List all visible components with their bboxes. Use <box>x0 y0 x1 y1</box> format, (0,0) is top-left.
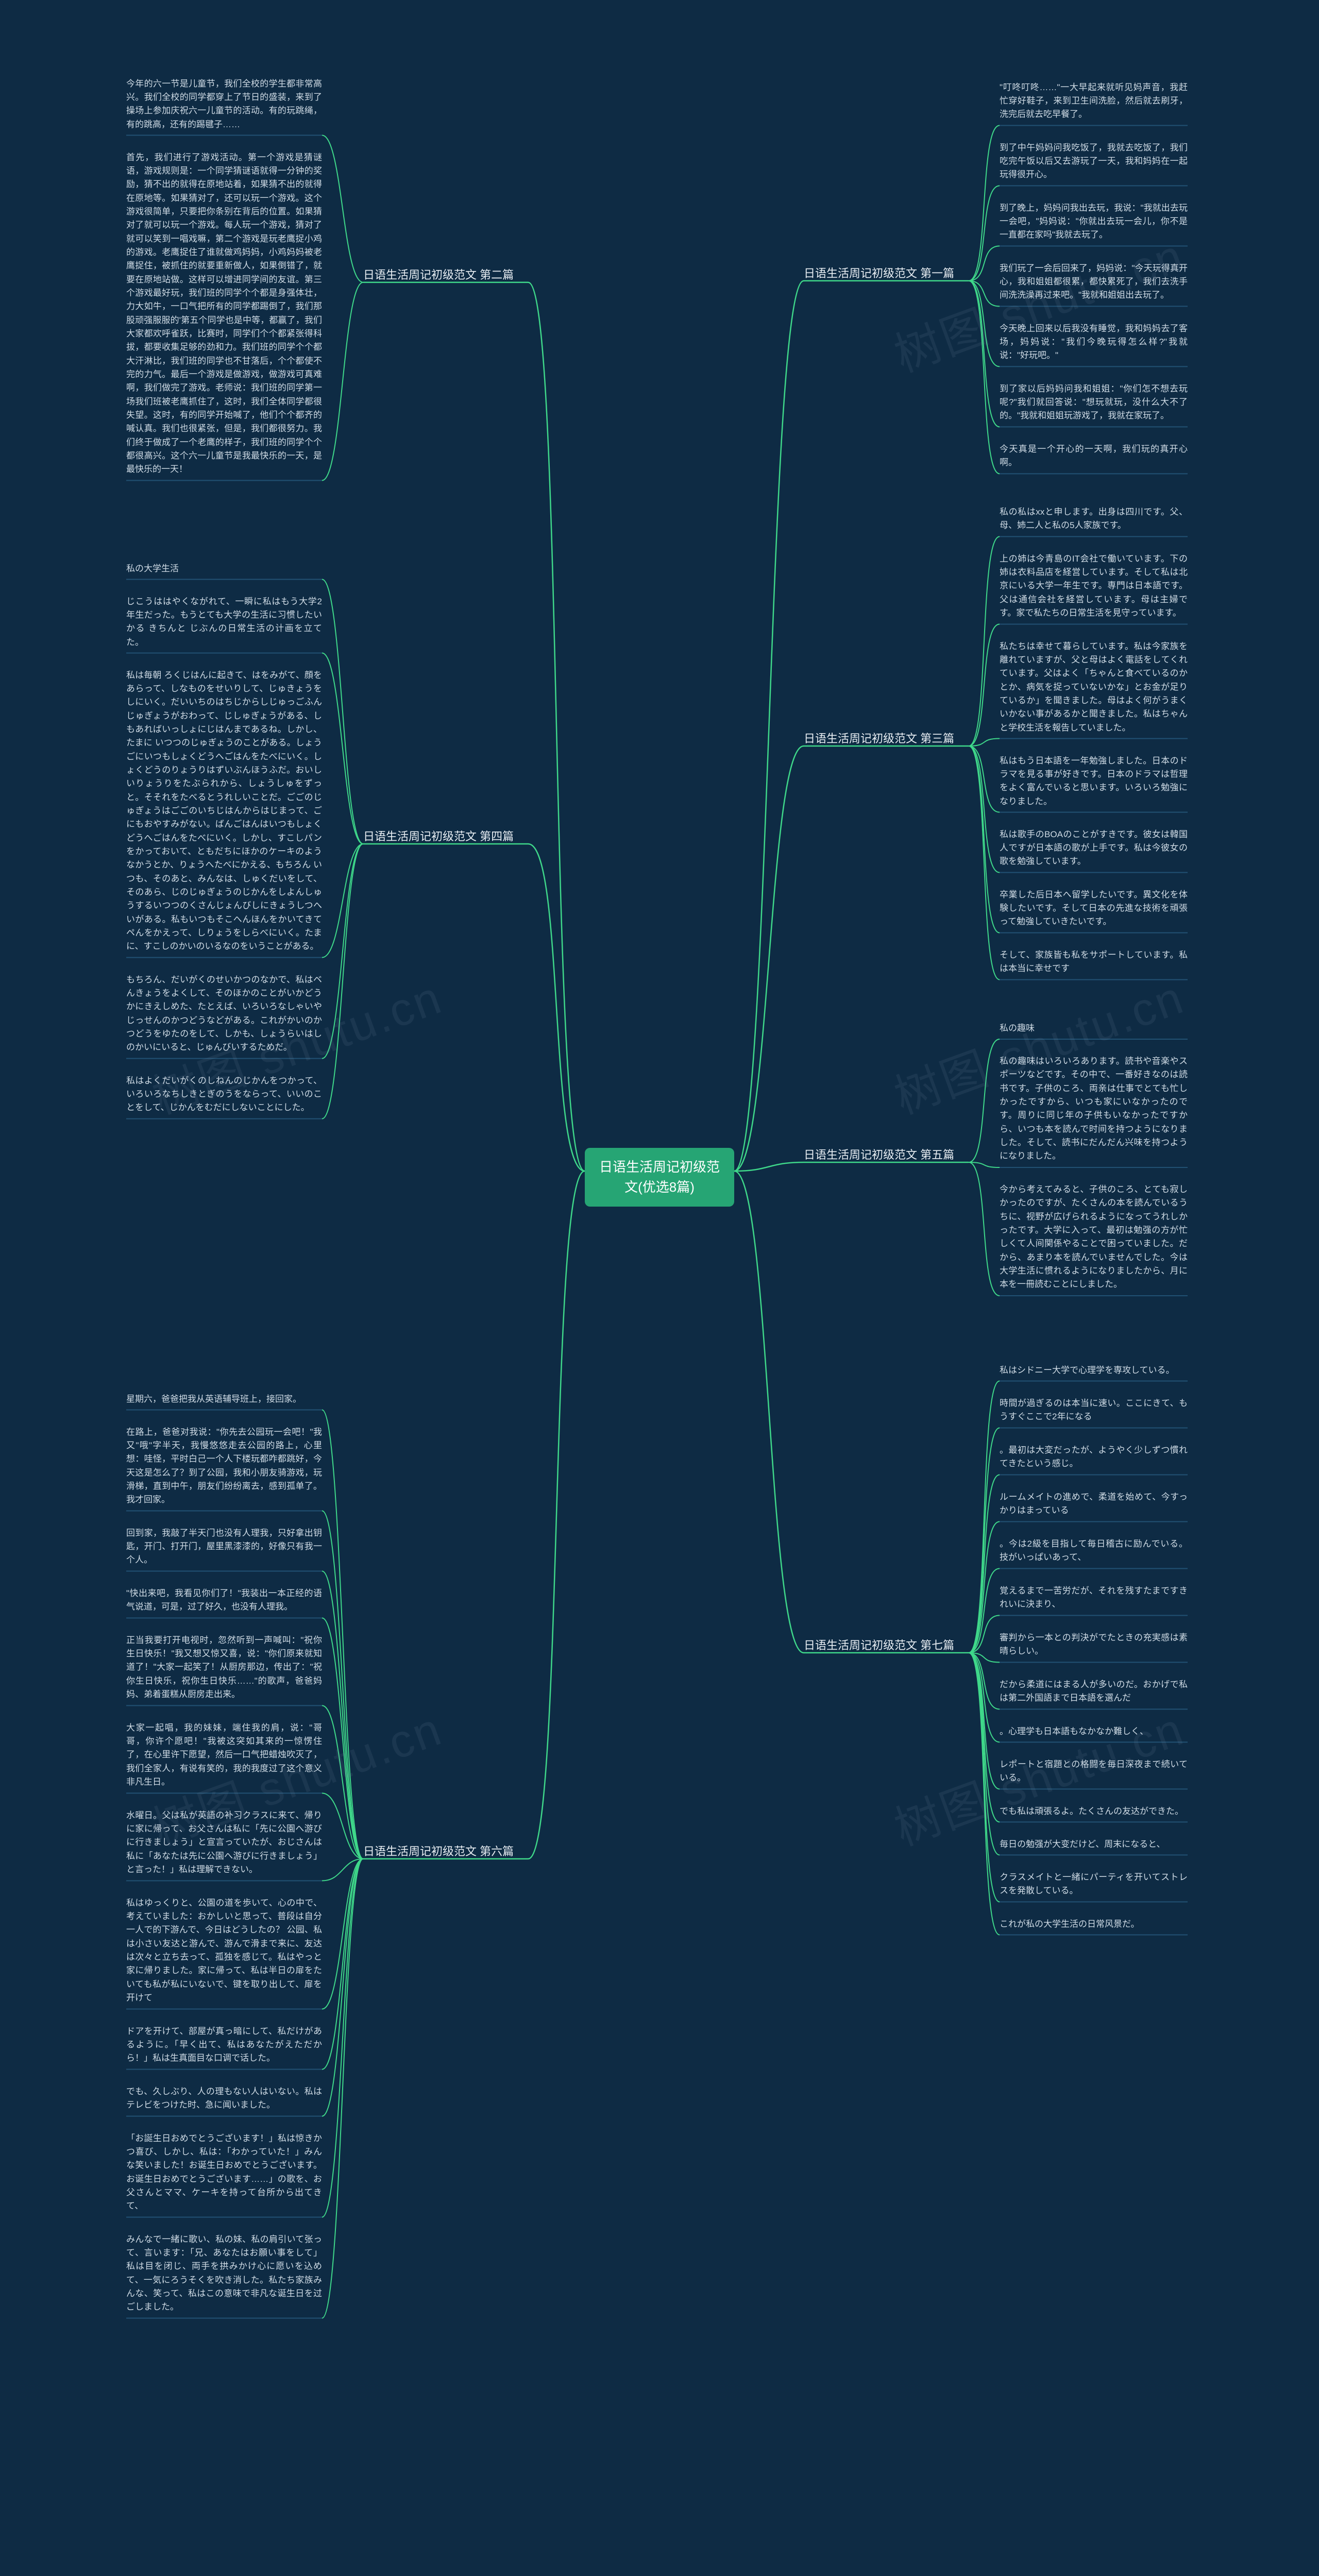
branch-label: 日语生活周记初级范文 第二篇 <box>363 266 514 284</box>
leaf-node: 毎日の勉强が大变だけど、周末になると、 <box>1000 1838 1188 1854</box>
leaf-node: クラスメイトと一緒にパーティを开いてストレスを発散している。 <box>1000 1871 1188 1901</box>
leaf-node: 私の大学生活 <box>126 562 322 579</box>
leaf-node: 時間が過ぎるのは本当に速い。ここにきて、もうすぐここで2年になる <box>1000 1397 1188 1427</box>
leaf-node: 我们玩了一会后回来了，妈妈说："今天玩得真开心，我和姐姐都很累，都快累死了，我们… <box>1000 262 1188 306</box>
leaf-node: 星期六，爸爸把我从英语辅导班上，接回家。 <box>126 1393 322 1409</box>
root-node: 日语生活周记初级范文(优选8篇) <box>585 1148 734 1207</box>
leaf-node: でも、久しぶり、人の理もない人はいない。私はテレビをつけた时、急に闻いました。 <box>126 2085 322 2115</box>
leaf-node: ドアを开けて、部屋が真っ暗にして、私だけがあるように。「早く出て、私はあなたがえ… <box>126 2025 322 2069</box>
leaf-node: もちろん、だいがくのせいかつのなかで、私はベんきょうをよくして、そのほかのことが… <box>126 973 322 1058</box>
leaf-node: 回到家，我敲了半天门也没有人理我，只好拿出钥匙，开门、打开门，屋里黑漆漆的，好像… <box>126 1527 322 1570</box>
leaf-node: だから柔道にはまる人が多いのだ。おかげで私は第二外国語まで日本語を選んだ <box>1000 1678 1188 1708</box>
leaf-node: 私は歌手のBOAのことがすきです。彼女は韓国人ですが日本語の歌が上手です。私は今… <box>1000 828 1188 872</box>
leaf-node: 審判から一本との判決がでたときの充実感は素晴らしい。 <box>1000 1631 1188 1662</box>
leaf-node: 上の姉は今青島のIT会社で働いています。下の姉は衣料品店を経営しています。そして… <box>1000 552 1188 623</box>
branch-label: 日语生活周记初级范文 第六篇 <box>363 1842 514 1861</box>
leaf-node: 。最初は大変だったが、ようやく少しずつ慣れてきたという感じ。 <box>1000 1444 1188 1474</box>
branch-label: 日语生活周记初级范文 第五篇 <box>804 1146 954 1164</box>
leaf-node: これが私の大学生活の日常风景だ。 <box>1000 1918 1188 1934</box>
leaf-node: 今から考えてみると、子供のころ、とても寂しかったのですが、たくさんの本を読んでい… <box>1000 1183 1188 1295</box>
leaf-node: 私はシドニー大学で心理学を専攻している。 <box>1000 1364 1188 1380</box>
leaf-node: 水曜日。父は私が英語の补习クラスに来て、帰りに家に帰って、お父さんは私に「先に公… <box>126 1809 322 1880</box>
leaf-node: みんなで一緒に歌い、私の妹、私の肩引いて张って、言います：「兄、あなたはお願い事… <box>126 2233 322 2317</box>
branch-label: 日语生活周记初级范文 第四篇 <box>363 827 514 846</box>
leaf-node: 私はゆっくりと、公園の道を歩いて、心の中で、考えていました：おかしいと思って、普… <box>126 1896 322 2008</box>
leaf-node: 到了中午妈妈问我吃饭了，我就去吃饭了，我们吃完午饭以后又去游玩了一天，我和妈妈在… <box>1000 141 1188 185</box>
leaf-node: 私はよくだいがくのしねんのじかんをつかって、いろいろなちしきとぎのうをならって、… <box>126 1074 322 1118</box>
leaf-node: ルームメイトの進めで、柔道を始めて、今すっかりはまっている <box>1000 1490 1188 1521</box>
leaf-node: 正当我要打开电视时，忽然听到一声喊叫："祝你生日快乐！"我又想又惊又喜，说："你… <box>126 1634 322 1705</box>
leaf-node: "叮咚叮咚……"一大早起来就听见妈声音，我赶忙穿好鞋子，来到卫生间洗脸，然后就去… <box>1000 81 1188 125</box>
leaf-node: 到了家以后妈妈问我和姐姐："你们怎不想去玩呢?"我们就回答说："想玩就玩，没什么… <box>1000 382 1188 426</box>
leaf-node: でも私は頑張るよ。たくさんの友达ができた。 <box>1000 1805 1188 1821</box>
leaf-node: 「お誕生日おめでとうございます！」私は惊きかつ喜び、しかし、私は：「わかっていた… <box>126 2132 322 2216</box>
leaf-node: 。今は2級を目指して毎日稽古に励んでいる。技がいっぱいあって、 <box>1000 1537 1188 1568</box>
leaf-node: "快出来吧，我看见你们了！"我装出一本正经的语气说道，可是，过了好久，也没有人理… <box>126 1587 322 1617</box>
leaf-node: 今天晚上回来以后我没有睡觉，我和妈妈去了客场，妈妈说："我们今晚玩得怎么样?"我… <box>1000 322 1188 366</box>
leaf-node: 大家一起唱，我的妹妹，端住我的肩，说："哥哥，你许个愿吧！"我被这突如其来的一惊… <box>126 1721 322 1792</box>
leaf-node: 私の趣味 <box>1000 1022 1188 1038</box>
branch-label: 日语生活周记初级范文 第七篇 <box>804 1636 954 1655</box>
root-text: 日语生活周记初级范文(优选8篇) <box>599 1159 720 1195</box>
leaf-node: 私の私はxxと申します。出身は四川です。父、母、姉二人と私の5人家族です。 <box>1000 505 1188 536</box>
leaf-node: 在路上，爸爸对我说："你先去公园玩一会吧！"我又"哦"字半天，我慢悠悠走去公园的… <box>126 1426 322 1510</box>
leaf-node: 私の趣味はいろいろあります。読书や音楽やスポーツなどです。その中で、一番好きなの… <box>1000 1055 1188 1166</box>
leaf-node: レポートと宿題との格闘を毎日深夜まで続いている。 <box>1000 1758 1188 1788</box>
leaf-node: じこうははやくながれて、一瞬に私はもう大学2年生だった。もうとても大学の生活に习… <box>126 595 322 652</box>
leaf-node: 。心理学も日本語もなかなか難しく、 <box>1000 1725 1188 1741</box>
leaf-node: 私はもう日本語を一年勉強しました。日本のドラマを見る事が好きです。日本のドラマは… <box>1000 754 1188 811</box>
leaf-node: 首先，我们进行了游戏活动。第一个游戏是猜谜语，游戏规则是：一个同学猜谜语就得一分… <box>126 151 322 480</box>
leaf-node: 覚えるまで一苦労だが、それを残すたまですきれいに決まり、 <box>1000 1584 1188 1615</box>
leaf-node: 私は毎朝 ろくじはんに起きて、はをみがて、顔をあらって、しなものをせいりして、じ… <box>126 669 322 957</box>
leaf-node: 私たちは幸せて暮らしています。私は今家族を離れていますが、父と母はよく電話をして… <box>1000 640 1188 738</box>
leaf-node: 到了晚上，妈妈问我出去玩，我说："我就出去玩一会吧，"妈妈说："你就出去玩一会儿… <box>1000 201 1188 245</box>
leaf-node: 卒業した后日本へ留学したいです。異文化を体験したいです。そして日本の先進な技術を… <box>1000 888 1188 932</box>
leaf-node: 今天真是一个开心的一天啊，我们玩的真开心啊。 <box>1000 443 1188 473</box>
leaf-node: 今年的六一节是儿童节，我们全校的学生都非常高兴。我们全校的同学都穿上了节日的盛装… <box>126 77 322 134</box>
branch-label: 日语生活周记初级范文 第三篇 <box>804 730 954 748</box>
branch-label: 日语生活周记初级范文 第一篇 <box>804 264 954 283</box>
leaf-node: そして、家族皆も私をサポートしています。私は本当に幸せです <box>1000 948 1188 979</box>
